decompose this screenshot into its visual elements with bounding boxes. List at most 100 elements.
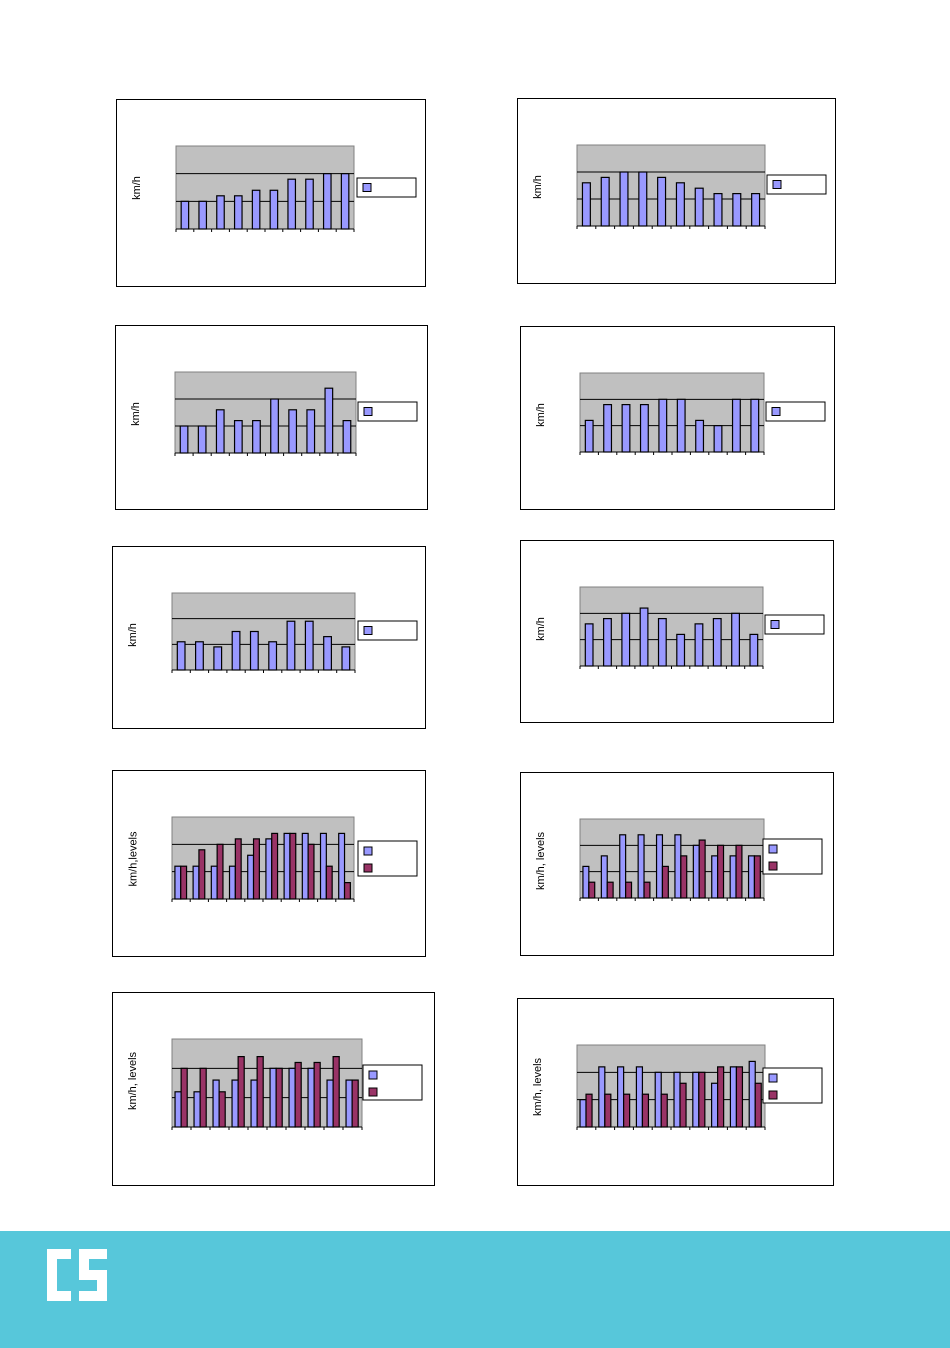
bar-series1: [674, 834, 682, 899]
bar-series1: [658, 398, 668, 453]
bar-series1: [340, 173, 350, 230]
cs-logo-mark: [47, 1249, 107, 1301]
bar-series2: [180, 865, 188, 900]
bar-series2: [332, 1055, 340, 1128]
bar-series1: [713, 192, 723, 227]
bar-series2: [313, 1061, 321, 1128]
bar-series1: [265, 838, 273, 900]
legend-swatch-1: [363, 626, 373, 635]
bar-series2: [275, 1067, 283, 1128]
bar-series2: [199, 1067, 207, 1128]
legend-box: [766, 174, 827, 195]
chart-panel-5: km/h: [112, 546, 426, 729]
bar-series1: [192, 865, 200, 900]
bar-series1: [307, 1067, 315, 1128]
bar-series2: [234, 838, 242, 900]
chart-svg: [171, 592, 418, 673]
bar-series1: [288, 409, 298, 454]
bar-series1: [711, 1082, 719, 1128]
bar-series2: [289, 832, 297, 900]
bar-series2: [351, 1079, 359, 1128]
bar-series1: [324, 387, 334, 454]
bar-series1: [639, 607, 649, 667]
bar-series1: [582, 865, 590, 899]
bar-series1: [216, 195, 225, 230]
bar-series2: [325, 865, 333, 900]
bar-series2: [717, 844, 725, 899]
bar-series1: [233, 195, 243, 230]
legend-box: [357, 620, 418, 641]
bar-series1: [657, 617, 667, 667]
chart-panel-8: km/h, levels: [520, 772, 834, 956]
chart-panel-4: km/h: [520, 326, 835, 510]
bar-series1: [600, 855, 608, 899]
bar-series2: [271, 832, 279, 900]
bar-series1: [621, 612, 631, 667]
chart-svg: [579, 586, 825, 669]
bar-series1: [748, 1060, 756, 1128]
bar-series1: [581, 182, 591, 227]
bar-series1: [174, 865, 182, 900]
legend-box: [764, 614, 825, 635]
bar-series1: [306, 409, 316, 454]
bar-series2: [679, 1082, 687, 1128]
bar-series1: [342, 419, 352, 454]
legend-swatch-2: [768, 861, 778, 871]
y-axis-label: km/h, levels: [127, 1051, 140, 1111]
bar-series1: [695, 419, 705, 453]
bar-series1: [603, 617, 612, 667]
bar-series1: [579, 1099, 587, 1128]
chart-svg: [171, 1038, 423, 1130]
legend-swatch-1: [768, 1073, 778, 1083]
bar-series1: [231, 630, 241, 671]
chart-panel-3: km/h: [115, 325, 428, 510]
bar-series2: [660, 1093, 668, 1128]
bar-series1: [268, 641, 278, 671]
bar-series1: [341, 646, 351, 671]
bar-series1: [270, 398, 279, 454]
bar-series2: [294, 1061, 302, 1128]
legend-swatch-1: [363, 846, 373, 856]
bar-series2: [641, 1093, 650, 1128]
bar-series1: [233, 419, 243, 454]
bar-series1: [673, 1071, 681, 1128]
bar-series1: [283, 832, 291, 900]
bar-series1: [675, 182, 685, 227]
legend-swatch-1: [771, 407, 781, 416]
bar-series1: [247, 854, 255, 900]
y-axis-label: km/h: [534, 617, 547, 641]
bar-series1: [638, 171, 648, 227]
bar-series2: [256, 1055, 264, 1128]
bar-series1: [180, 200, 190, 230]
bar-series1: [210, 865, 218, 900]
cs-logo: [43, 1245, 111, 1310]
bar-series2: [180, 1067, 188, 1128]
bar-series1: [287, 178, 297, 230]
bar-series1: [286, 620, 296, 671]
chart-svg: [174, 371, 418, 456]
bar-series2: [643, 881, 651, 899]
bar-series2: [606, 881, 614, 899]
bar-series1: [711, 855, 719, 899]
legend-swatch-2: [363, 863, 373, 873]
legend-box: [357, 401, 418, 422]
bar-series1: [603, 403, 613, 453]
chart-svg: [175, 145, 417, 232]
bar-series2: [237, 1055, 245, 1128]
bar-series2: [218, 1091, 226, 1128]
bar-series2: [754, 1082, 762, 1128]
bar-series1: [305, 178, 314, 230]
bar-series2: [252, 838, 260, 900]
bar-series1: [751, 192, 761, 227]
y-axis-label: km/h: [531, 175, 544, 199]
bar-series1: [249, 630, 259, 671]
bar-series1: [617, 1066, 625, 1128]
bar-series1: [655, 834, 664, 899]
legend-swatch-1: [768, 844, 778, 854]
footer-band: [0, 1231, 950, 1348]
bar-series1: [176, 641, 186, 671]
bar-series1: [193, 1091, 201, 1128]
bar-series1: [598, 1066, 606, 1128]
bar-series1: [654, 1071, 662, 1128]
chart-panel-2: km/h: [517, 98, 836, 284]
